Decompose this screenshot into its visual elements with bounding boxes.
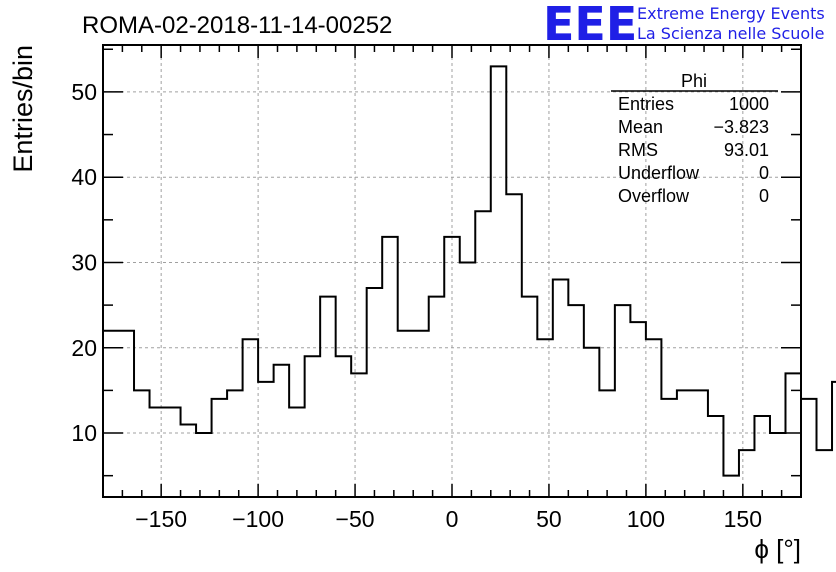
stats-box-rows: Entries 1000 Mean −3.823 RMS 93.01 Underflow 0 O…: [618, 94, 769, 206]
x-tick-label: −50: [336, 506, 375, 532]
eee-logo: EEE Extreme Energy Events La Scienza nel…: [543, 0, 825, 51]
y-tick-label: 30: [71, 249, 97, 275]
eee-logo-line2: La Scienza nelle Scuole: [637, 24, 824, 43]
y-tick-label: 10: [71, 420, 97, 446]
stats-row-value: −3.823: [713, 117, 769, 137]
stats-row-label: RMS: [618, 140, 658, 160]
stats-row-value: 93.01: [724, 140, 769, 160]
x-tick-label: 100: [627, 506, 665, 532]
stats-row-label: Mean: [618, 117, 663, 137]
stats-row-value: 0: [759, 186, 769, 206]
x-tick-label: 0: [446, 506, 459, 532]
x-tick-label: 50: [536, 506, 562, 532]
y-tick-label: 50: [71, 79, 97, 105]
stats-row-label: Overflow: [618, 186, 690, 206]
stats-row-value: 1000: [729, 94, 769, 114]
axis-ticks: [102, 45, 802, 497]
x-tick-label: −150: [135, 506, 187, 532]
stats-row-label: Entries: [618, 94, 674, 114]
tick-labels: −150 −100 −50 0 50 100 150 10 20 30 40 50: [71, 79, 762, 532]
eee-logo-mark: EEE: [543, 0, 637, 51]
x-tick-label: 150: [724, 506, 762, 532]
stats-box-title: Phi: [681, 71, 707, 91]
grid-lines: [103, 45, 801, 497]
stats-row-value: 0: [759, 163, 769, 183]
y-axis-label: Entries/bin: [8, 45, 38, 173]
eee-logo-line1: Extreme Energy Events: [637, 4, 825, 23]
stats-row-label: Underflow: [618, 163, 700, 183]
y-tick-label: 40: [71, 164, 97, 190]
y-tick-label: 20: [71, 335, 97, 361]
stats-box: Phi Entries 1000 Mean −3.823 RMS 93.01 Underfl…: [611, 71, 778, 206]
histogram-series-phi: [103, 65, 836, 477]
x-tick-label: −100: [232, 506, 284, 532]
x-axis-label: ϕ [°]: [754, 534, 801, 564]
chart-title: ROMA-02-2018-11-14-00252: [82, 12, 392, 39]
